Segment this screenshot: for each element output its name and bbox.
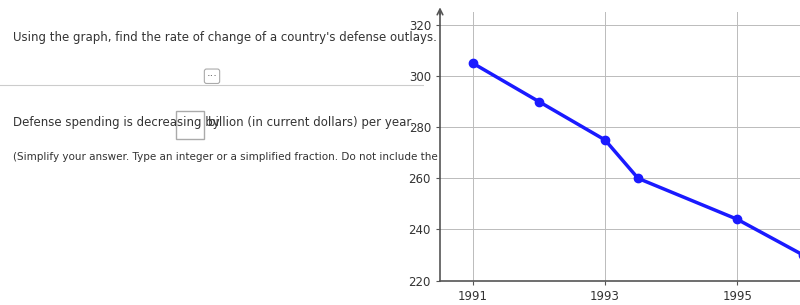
- Text: (Simplify your answer. Type an integer or a simplified fraction. Do not include : (Simplify your answer. Type an integer o…: [13, 152, 575, 163]
- Text: ···: ···: [206, 71, 218, 81]
- Text: billion (in current dollars) per year.: billion (in current dollars) per year.: [208, 116, 414, 129]
- Bar: [176, 111, 203, 139]
- Text: Using the graph, find the rate of change of a country's defense outlays.: Using the graph, find the rate of change…: [13, 30, 437, 44]
- Text: Defense spending is decreasing by: Defense spending is decreasing by: [13, 116, 219, 129]
